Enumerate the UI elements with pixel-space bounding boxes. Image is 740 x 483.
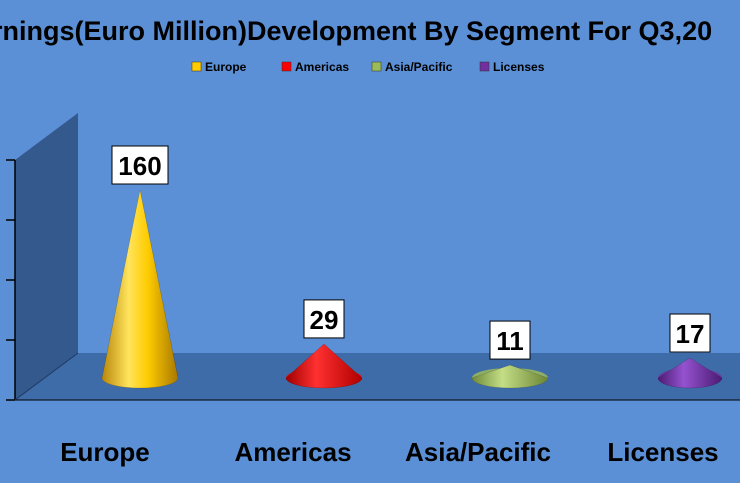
axes [6, 113, 740, 401]
svg-text:29: 29 [310, 305, 339, 335]
plot-area: 160 29 11 17 [101, 145, 723, 389]
category-labels: Europe Americas Asia/Pacific Licenses [60, 437, 718, 467]
data-label-licenses: 17 [669, 313, 711, 353]
back-wall [15, 113, 78, 400]
bar-cone [471, 364, 549, 389]
category-label-europe: Europe [60, 437, 150, 467]
legend-label-americas: Americas [295, 60, 349, 74]
bar-americas [285, 343, 363, 389]
bar-asia-pacific [471, 364, 549, 389]
bar-licenses [657, 357, 723, 389]
floor-left-edge [14, 352, 79, 401]
svg-text:17: 17 [676, 319, 705, 349]
bar-cone [101, 189, 179, 389]
category-label-asia-pacific: Asia/Pacific [405, 437, 551, 467]
legend-label-asia-pacific: Asia/Pacific [385, 60, 453, 74]
svg-text:11: 11 [496, 326, 524, 356]
svg-text:160: 160 [118, 151, 161, 181]
legend-swatch-americas [281, 61, 292, 72]
category-label-licenses: Licenses [607, 437, 718, 467]
data-label-asia-pacific: 11 [489, 320, 531, 360]
bar-cone [657, 357, 723, 389]
legend-swatch-asia-pacific [371, 61, 382, 72]
category-label-americas: Americas [234, 437, 351, 467]
legend-label-europe: Europe [205, 60, 247, 74]
bar-europe [101, 189, 179, 389]
legend-swatch-europe [191, 61, 202, 72]
data-label-americas: 29 [303, 299, 345, 339]
legend-swatch-licenses [479, 61, 490, 72]
bar-cone [285, 343, 363, 389]
data-label-europe: 160 [111, 145, 169, 185]
floor [15, 353, 740, 400]
legend: Europe Americas Asia/Pacific Licenses [191, 60, 545, 74]
y-ticks [6, 159, 15, 401]
legend-label-licenses: Licenses [493, 60, 545, 74]
chart-title: rnings(Euro Million)Development By Segme… [0, 16, 712, 46]
